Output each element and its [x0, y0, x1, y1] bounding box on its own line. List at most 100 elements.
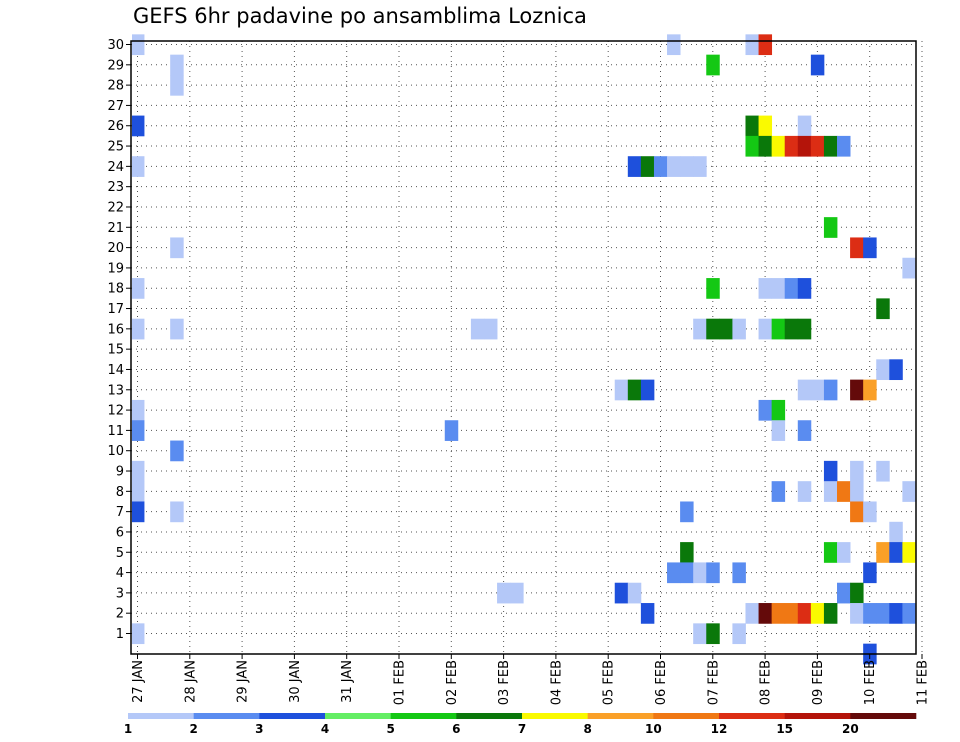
data-cell — [758, 318, 773, 340]
x-tick-label: 02 FEB — [445, 660, 460, 705]
data-cell — [706, 562, 720, 584]
data-cell — [784, 135, 799, 157]
data-cell — [132, 420, 145, 441]
x-tick-label: 01 FEB — [393, 660, 408, 705]
y-tick-label: 18 — [107, 282, 124, 297]
colorbar-label: 20 — [842, 722, 859, 736]
x-tick-label: 04 FEB — [549, 660, 564, 705]
y-tick-label: 5 — [116, 546, 124, 561]
data-cell — [823, 542, 838, 563]
colorbar-label: 8 — [583, 722, 591, 736]
x-tick-label: 08 FEB — [759, 660, 774, 705]
x-tick-label: 11 FEB — [916, 660, 931, 705]
y-tick-label: 4 — [116, 566, 124, 581]
y-tick-label: 24 — [107, 160, 124, 175]
data-cell — [889, 542, 903, 563]
data-cell — [771, 278, 786, 299]
x-tick-label: 27 JAN — [131, 660, 146, 703]
data-cell — [693, 318, 707, 340]
data-cell — [706, 623, 720, 645]
data-cell — [850, 501, 864, 523]
x-tick-label: 03 FEB — [497, 660, 512, 705]
data-cell — [758, 603, 773, 624]
colorbar-label: 2 — [189, 722, 197, 736]
colorbar-label: 12 — [711, 722, 728, 736]
data-cell — [784, 603, 799, 624]
data-cell — [797, 481, 812, 502]
y-axis: 1234567891011121314151617181920212223242… — [107, 38, 131, 642]
y-tick-label: 23 — [107, 180, 124, 195]
data-cell — [797, 379, 812, 401]
data-cell — [823, 217, 838, 238]
data-cell — [876, 359, 890, 381]
y-tick-label: 29 — [107, 58, 124, 73]
data-cell — [863, 501, 877, 523]
data-cell — [732, 623, 746, 645]
data-cell — [823, 603, 838, 624]
y-tick-label: 16 — [107, 322, 124, 337]
y-tick-label: 15 — [107, 343, 124, 358]
plot-frame — [130, 40, 917, 655]
x-tick-label: 31 JAN — [340, 660, 355, 703]
x-tick-label: 28 JAN — [183, 660, 198, 703]
y-tick-label: 14 — [107, 363, 124, 378]
data-cell — [614, 582, 629, 604]
data-cell — [850, 379, 864, 401]
data-cell — [823, 481, 838, 502]
colorbar-swatch — [850, 713, 917, 719]
y-tick-label: 13 — [107, 383, 124, 398]
colorbar-swatch — [259, 713, 326, 719]
data-cell — [170, 440, 184, 462]
data-cell — [627, 156, 642, 177]
data-cell — [784, 318, 799, 340]
data-cell — [745, 135, 759, 157]
data-cell — [823, 135, 838, 157]
colorbar-label: 7 — [518, 722, 526, 736]
data-cell — [889, 359, 903, 381]
data-cell — [680, 156, 694, 177]
data-cell — [810, 379, 825, 401]
data-cell — [470, 318, 485, 340]
data-cell — [810, 135, 825, 157]
data-cell — [510, 582, 524, 604]
y-tick-label: 28 — [107, 79, 124, 94]
x-tick-label: 10 FEB — [863, 660, 878, 705]
x-tick-label: 06 FEB — [654, 660, 669, 705]
data-cell — [706, 318, 720, 340]
y-tick-label: 7 — [116, 505, 124, 520]
data-cell — [850, 481, 864, 502]
y-tick-label: 9 — [116, 465, 124, 480]
data-cell — [745, 115, 759, 137]
colorbar-swatch — [128, 713, 194, 719]
data-cell — [680, 542, 694, 563]
colorbar-label: 3 — [255, 722, 263, 736]
data-cell — [732, 318, 746, 340]
data-cell — [132, 481, 145, 502]
data-cell — [771, 318, 786, 340]
y-tick-label: 3 — [116, 586, 124, 601]
colorbar-swatch — [587, 713, 654, 719]
colorbar-swatch — [390, 713, 457, 719]
data-cell — [823, 379, 838, 401]
colorbar-label: 5 — [386, 722, 394, 736]
data-cell — [797, 135, 812, 157]
data-cell — [758, 278, 773, 299]
data-cell — [170, 74, 184, 96]
data-cell — [837, 542, 851, 563]
data-cell — [797, 420, 812, 441]
y-tick-label: 11 — [107, 424, 124, 439]
data-cell — [810, 603, 825, 624]
data-cell — [132, 399, 145, 421]
data-cell — [627, 582, 642, 604]
data-cell — [797, 318, 812, 340]
data-cell — [902, 542, 916, 563]
y-tick-label: 2 — [116, 607, 124, 622]
data-cell — [640, 603, 655, 624]
colorbar-label: 15 — [776, 722, 793, 736]
y-tick-label: 25 — [107, 140, 124, 155]
colorbar-swatch — [653, 713, 720, 719]
data-cell — [653, 156, 668, 177]
colorbar-swatch — [719, 713, 785, 719]
data-cell — [170, 501, 184, 523]
data-cell — [784, 278, 799, 299]
